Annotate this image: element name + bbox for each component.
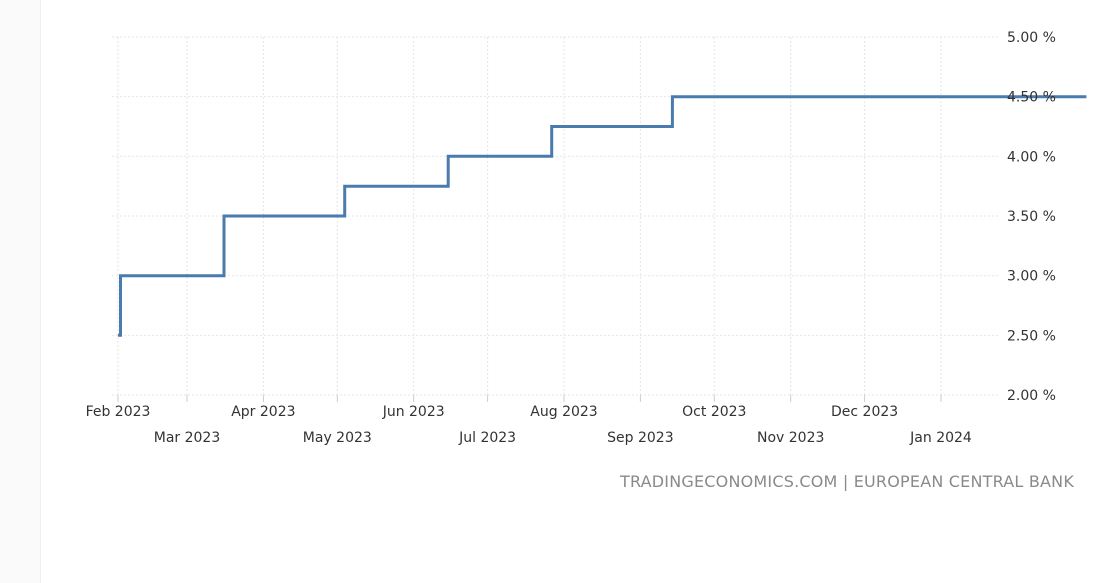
y-tick-label: 4.50 % — [1007, 90, 1056, 106]
y-axis-ticks: 5.00 % 4.50 % 4.00 % 3.50 % 3.00 % 2.50 % 2.00… — [1007, 30, 1056, 404]
y-tick-label: 3.50 % — [1007, 209, 1056, 225]
x-tick-label: Nov 2023 — [757, 430, 824, 446]
x-tick-label: May 2023 — [303, 430, 372, 446]
x-tick-label: Jul 2023 — [458, 430, 516, 446]
x-tick-label: Mar 2023 — [154, 430, 221, 446]
source-attribution[interactable]: TRADINGECONOMICS.COM | EUROPEAN CENTRAL … — [620, 472, 1075, 491]
y-tick-label: 2.50 % — [1007, 328, 1056, 344]
y-tick-label: 5.00 % — [1007, 30, 1056, 46]
y-tick-label: 3.00 % — [1007, 269, 1056, 285]
y-tick-label: 2.00 % — [1007, 388, 1056, 404]
y-tick-label: 4.00 % — [1007, 149, 1056, 165]
x-tick-label: Feb 2023 — [86, 404, 151, 420]
x-tick-label: Oct 2023 — [682, 404, 746, 420]
x-tick-label: Sep 2023 — [607, 430, 673, 446]
x-tick-label: Aug 2023 — [530, 404, 597, 420]
x-tick-label: Jan 2024 — [909, 430, 972, 446]
x-tick-label: Jun 2023 — [382, 404, 445, 420]
x-tick-label: Dec 2023 — [831, 404, 898, 420]
series-layer — [118, 95, 1087, 337]
x-tick-label: Apr 2023 — [231, 404, 295, 420]
rate-series-line — [118, 95, 1087, 337]
left-margin-strip — [0, 0, 41, 583]
